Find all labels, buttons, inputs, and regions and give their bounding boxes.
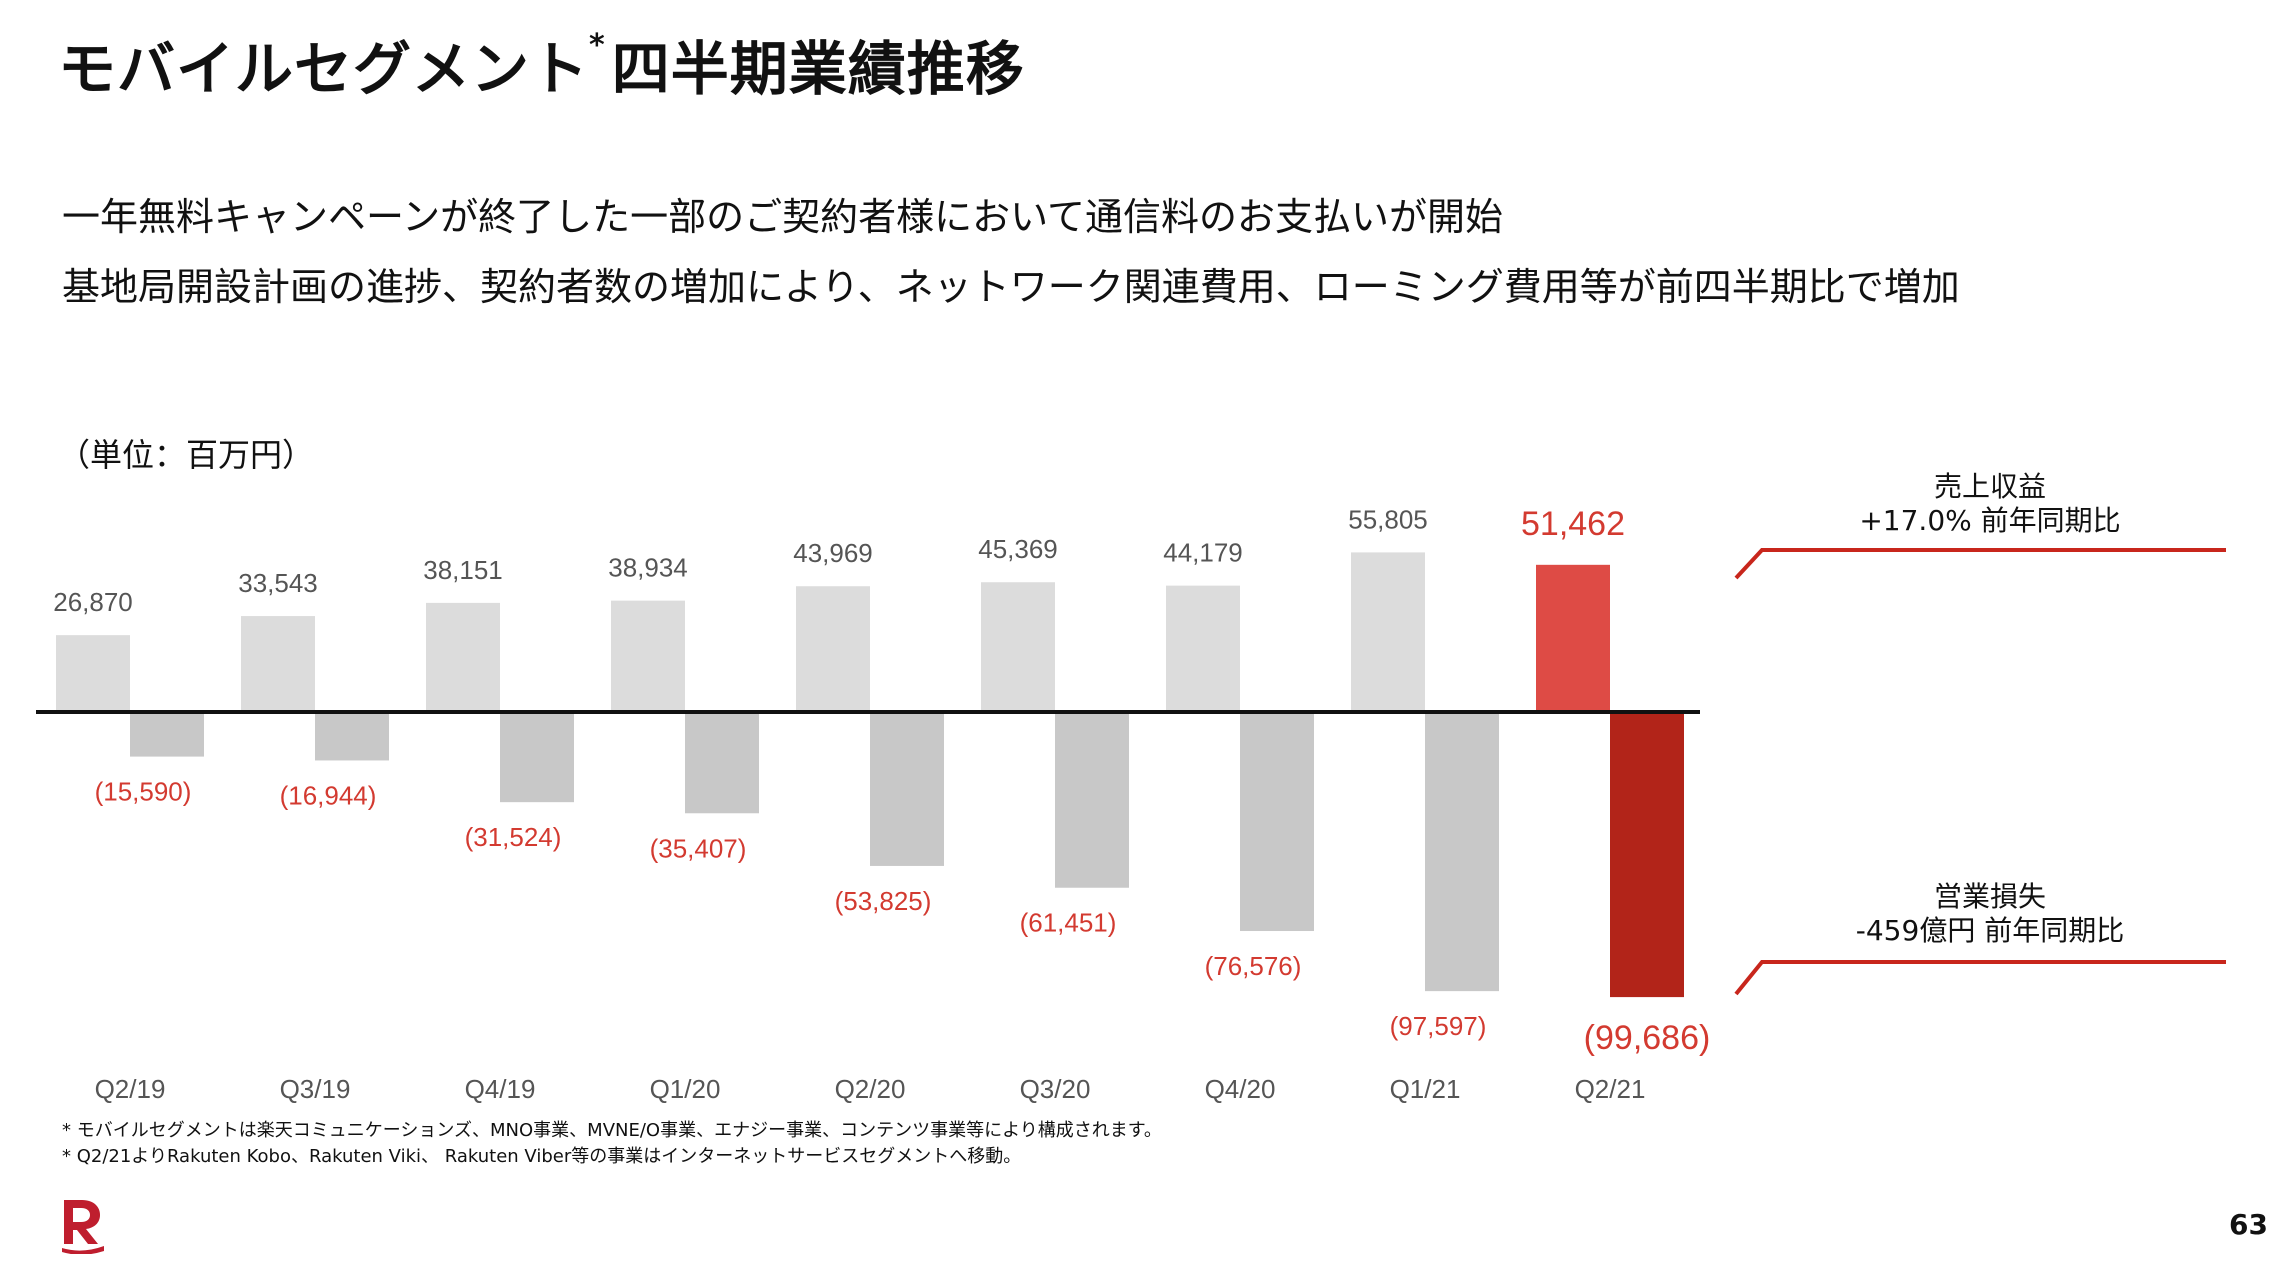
revenue-callout-value: +17.0% 前年同期比: [1859, 504, 2121, 537]
loss-bar-Q1/20: [685, 712, 759, 814]
revenue-bar-Q2/21: [1536, 564, 1610, 712]
loss-bar-Q3/19: [315, 712, 389, 761]
loss-label-Q3/19: (16,944): [280, 780, 377, 810]
loss-label-Q1/20: (35,407): [650, 833, 747, 863]
loss-label-Q2/19: (15,590): [95, 777, 192, 807]
loss-label-Q1/21: (97,597): [1390, 1011, 1487, 1041]
loss-callout-value: -459億円 前年同期比: [1855, 914, 2125, 947]
x-tick-label-Q3/19: Q3/19: [280, 1074, 351, 1104]
revenue-bar-Q1/20: [611, 600, 685, 712]
revenue-bar-Q2/19: [56, 635, 130, 712]
loss-label-Q4/20: (76,576): [1205, 951, 1302, 981]
revenue-label-Q2/19: 26,870: [53, 587, 133, 617]
revenue-bar-Q4/19: [426, 602, 500, 712]
loss-bar-Q1/21: [1425, 712, 1499, 992]
footnote-1: * モバイルセグメントは楽天コミュニケーションズ、MNO事業、MVNE/O事業、…: [62, 1120, 1162, 1141]
loss-bar-Q4/20: [1240, 712, 1314, 932]
revenue-label-Q4/19: 38,151: [423, 555, 503, 585]
title-asterisk: *: [589, 28, 606, 63]
loss-bar-Q3/20: [1055, 712, 1129, 888]
revenue-label-Q3/20: 45,369: [978, 534, 1058, 564]
revenue-bar-Q2/20: [796, 586, 870, 712]
summary-line-2: 基地局開設計画の進捗、契約者数の増加により、ネットワーク関連費用、ローミング費用…: [62, 265, 1960, 309]
revenue-label-Q2/20: 43,969: [793, 538, 873, 568]
footnotes: * モバイルセグメントは楽天コミュニケーションズ、MNO事業、MVNE/O事業、…: [62, 1118, 1162, 1170]
x-tick-label-Q2/19: Q2/19: [95, 1074, 166, 1104]
revenue-callout-line: [1734, 548, 2226, 580]
loss-label-Q3/20: (61,451): [1020, 908, 1117, 938]
loss-label-Q4/19: (31,524): [465, 822, 562, 852]
loss-callout-line: [1734, 960, 2226, 996]
summary-line-1: 一年無料キャンペーンが終了した一部のご契約者様において通信料のお支払いが開始: [62, 195, 1503, 239]
revenue-bar-Q3/19: [241, 616, 315, 712]
x-tick-label-Q3/20: Q3/20: [1020, 1074, 1091, 1104]
x-tick-label-Q2/21: Q2/21: [1575, 1074, 1646, 1104]
loss-callout: 営業損失 -459億円 前年同期比: [1780, 880, 2200, 948]
revenue-bar-Q3/20: [981, 582, 1055, 712]
loss-bar-Q2/20: [870, 712, 944, 866]
loss-label-Q2/20: (53,825): [835, 886, 932, 916]
x-tick-label-Q4/20: Q4/20: [1205, 1074, 1276, 1104]
x-tick-label-Q4/19: Q4/19: [465, 1074, 536, 1104]
revenue-bar-Q1/21: [1351, 552, 1425, 712]
rakuten-r-logo-icon: [58, 1196, 106, 1258]
loss-label-Q2/21: (99,686): [1584, 1019, 1711, 1057]
unit-label: （単位：百万円）: [58, 436, 315, 474]
loss-bar-Q4/19: [500, 712, 574, 803]
page-number: 63: [2229, 1208, 2268, 1241]
footnote-2: * Q2/21よりRakuten Kobo、Rakuten Viki、 Raku…: [62, 1146, 1022, 1167]
revenue-label-Q2/21: 51,462: [1521, 505, 1625, 543]
revenue-label-Q4/20: 44,179: [1163, 538, 1243, 568]
revenue-label-Q1/20: 38,934: [608, 553, 688, 583]
revenue-bar-Q4/20: [1166, 585, 1240, 712]
page-title: モバイルセグメント* 四半期業績推移: [58, 28, 1025, 103]
x-tick-label-Q1/21: Q1/21: [1390, 1074, 1461, 1104]
loss-bar-Q2/21: [1610, 712, 1684, 998]
loss-bar-Q2/19: [130, 712, 204, 757]
x-tick-label-Q1/20: Q1/20: [650, 1074, 721, 1104]
loss-callout-title: 営業損失: [1933, 880, 2046, 913]
x-tick-label-Q2/20: Q2/20: [835, 1074, 906, 1104]
revenue-label-Q1/21: 55,805: [1348, 504, 1428, 534]
revenue-label-Q3/19: 33,543: [238, 568, 318, 598]
revenue-callout-title: 売上収益: [1933, 470, 2046, 503]
revenue-callout: 売上収益 +17.0% 前年同期比: [1780, 470, 2200, 538]
